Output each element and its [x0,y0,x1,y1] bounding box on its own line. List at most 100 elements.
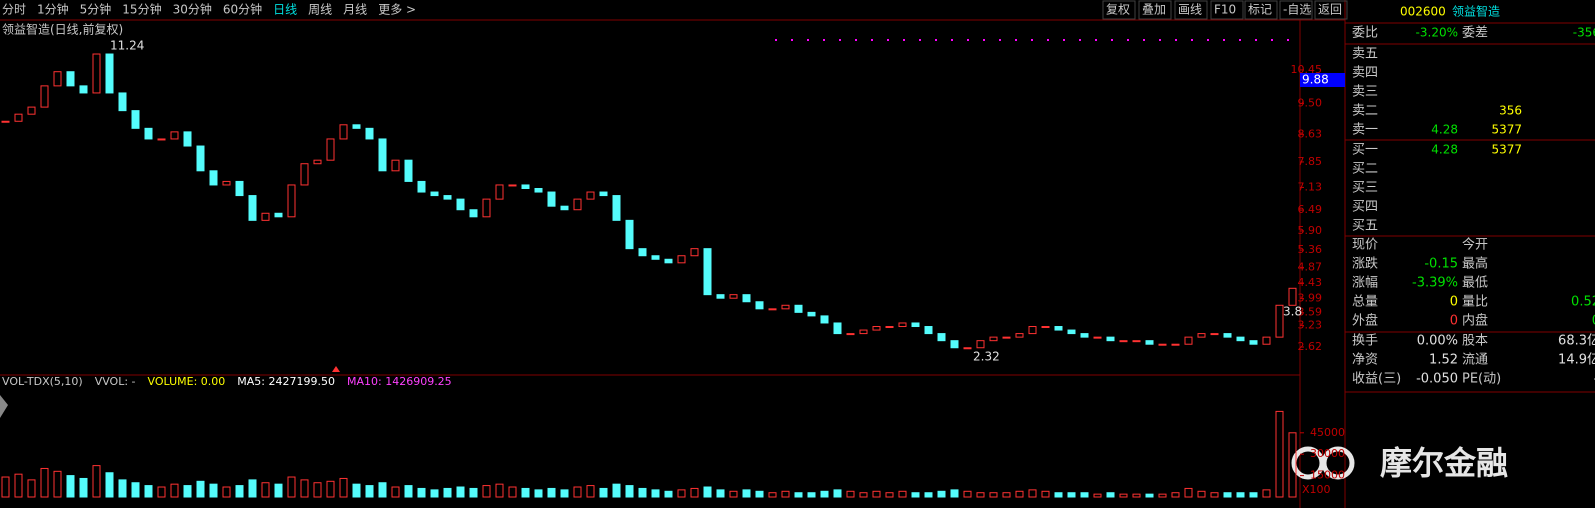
tool-button[interactable]: 返回 [1318,3,1342,17]
tool-button[interactable]: -自选 [1283,3,1311,17]
volume-bar [534,489,543,498]
volume-bar [911,492,920,498]
stat-label: PE(动) [1462,372,1501,387]
candle [729,294,738,299]
volume-bar [105,472,114,498]
volume-bar [742,489,751,498]
candle [651,255,660,260]
stat-label: 量比 [1462,295,1488,310]
candle [1210,333,1219,336]
y-tick-label: 4.43 [1298,276,1323,289]
volume-bar [638,487,647,498]
candle [521,184,530,189]
candle [1158,343,1167,346]
candle [1041,326,1050,329]
period-tab[interactable]: 更多 > [378,3,416,17]
candle [1236,336,1245,342]
candle [261,212,270,221]
volume-bar [703,486,712,498]
volume-bar [1041,490,1050,498]
tool-button[interactable]: 标记 [1248,3,1272,17]
candle [716,294,725,299]
watermark: 摩尔金融 [1380,444,1508,482]
period-tab[interactable]: 1分钟 [37,2,69,17]
book-vol: 5377 [1491,143,1522,157]
volume-bar [365,485,374,498]
candle [833,322,842,335]
volume-bar [963,490,972,498]
tool-button-frame [1314,0,1348,20]
candle [1106,336,1115,342]
y-tick-label: 3.99 [1298,292,1323,305]
volume-bar [482,485,491,498]
volume-bar [469,487,478,498]
tool-button[interactable]: 复权 [1106,3,1130,17]
candle [365,127,374,140]
period-tab[interactable]: 周线 [308,3,332,17]
marker [332,366,340,372]
period-tab[interactable]: 15分钟 [122,2,161,17]
volume-bar [950,489,959,498]
candle [1080,333,1089,338]
stat-label: 总量 [1352,295,1378,310]
candle [27,106,36,115]
volume-bar [430,489,439,498]
candle [417,180,426,193]
period-tab[interactable]: 60分钟 [223,2,262,17]
volume-bar [1145,493,1154,498]
candle [547,191,556,207]
volume-bar [1223,492,1232,498]
candle [1197,333,1206,338]
period-tab[interactable]: 月线 [343,3,367,17]
indicator: VVOL: - [95,375,136,388]
y-tick-label: 8.63 [1298,127,1323,140]
candle [1249,340,1258,345]
candle [1275,304,1284,338]
stat-label: 股本 [1462,334,1488,349]
book-label: 买三 [1352,181,1378,196]
stat-value: -3.39% [1412,276,1458,291]
side-tab [0,395,8,418]
volume-bar [976,492,985,498]
tool-button-frame [1279,0,1313,20]
period-tab[interactable]: 5分钟 [80,2,112,17]
volume-bar [404,485,413,498]
period-tab[interactable]: 日线 [273,3,297,17]
period-tab[interactable]: 30分钟 [173,2,212,17]
candle [664,258,673,264]
volume-bar [1249,492,1258,498]
volume-bar [794,492,803,498]
tool-button-frame [1102,0,1136,20]
candle [950,340,959,349]
volume-bar [716,489,725,498]
indicator: MA10: 1426909.25 [347,375,452,388]
indicator: VOLUME: 0.00 [148,375,226,388]
tool-button[interactable]: 画线 [1178,3,1202,17]
volume-bar [1275,410,1284,498]
candle [66,71,75,87]
candle [456,198,465,211]
stat-value: 0 [1450,295,1458,310]
volume-bar [651,489,660,498]
candle [1223,333,1232,338]
volume-bar [508,486,517,498]
volume-bar [729,490,738,498]
volume-bar [261,482,270,498]
period-tab[interactable]: 分时 [2,3,26,17]
stat-label: 内盘 [1462,313,1488,329]
volume-bar [1067,492,1076,498]
tool-button[interactable]: F10 [1214,3,1236,17]
stat-label: 收益(三) [1352,372,1401,387]
ratio-label: 委差 [1462,26,1488,41]
candle [430,191,439,197]
candle [690,248,699,257]
volume-bar [833,489,842,498]
tool-button[interactable]: 叠加 [1142,3,1166,17]
candle [209,170,218,186]
candle [586,191,595,200]
candle [1067,329,1076,335]
y-tick-label: 7.85 [1298,155,1323,168]
candle [14,113,23,122]
y-tick-label: 6.49 [1298,203,1323,216]
candle [274,212,283,218]
